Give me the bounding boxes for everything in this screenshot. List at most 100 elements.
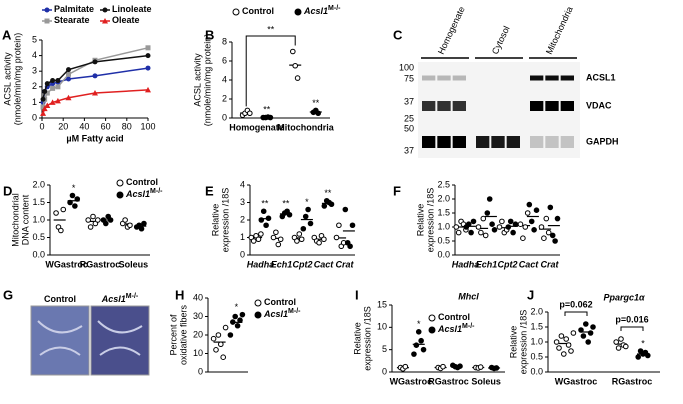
data-point: [237, 317, 243, 324]
data-point: [453, 224, 460, 230]
x-tick-label: Cpt2: [293, 259, 313, 269]
marker: [44, 90, 50, 96]
y-tick-label: 0.0: [530, 366, 543, 376]
data-point: [493, 365, 500, 371]
y-tick-label: 6: [222, 55, 227, 65]
data-point: [222, 324, 229, 331]
series-name-sup: M-/-: [288, 308, 301, 315]
marker-label: 50: [404, 123, 414, 133]
panel-letter: B: [205, 27, 214, 42]
x-tick-label: RGastroc: [428, 376, 469, 386]
data-point: [590, 324, 596, 330]
data-point: [496, 224, 503, 230]
data-point: [475, 224, 482, 230]
data-point: [543, 215, 550, 222]
y-tick-label: 4: [222, 74, 227, 84]
data-point: [570, 330, 577, 336]
x-tick-label: Hadha: [247, 259, 275, 269]
lane-label: Cytosol: [490, 24, 512, 55]
marker: [54, 97, 61, 104]
data-point: [275, 241, 282, 248]
data-point: [482, 232, 489, 239]
y-axis-label: ACSL activity: [2, 52, 12, 106]
marker: [92, 90, 98, 96]
x-tick-label: 60: [101, 121, 111, 131]
y-tick-label: 2.0: [530, 306, 543, 316]
legend-marker: [428, 314, 436, 322]
data-point: [565, 342, 572, 348]
series-name-text: Acsl1: [125, 189, 150, 199]
legend-marker: [116, 179, 124, 187]
y-axis-label: oxidative fibers: [178, 304, 188, 365]
x-tick-label: Crat: [335, 259, 354, 269]
marker-label: 100: [399, 62, 414, 72]
y-tick-label: 8: [222, 36, 227, 46]
y-tick-label: 10: [193, 348, 203, 358]
y-axis-label: expression /18S: [220, 188, 230, 253]
data-point: [440, 363, 446, 370]
data-point: [402, 363, 409, 370]
band: [452, 75, 466, 81]
data-point: [138, 225, 145, 232]
data-point: [294, 75, 301, 81]
marker: [50, 78, 56, 84]
y-tick-label: 2: [32, 81, 37, 91]
series-name-text: Control: [242, 6, 274, 16]
marker: [145, 65, 151, 71]
y-tick-label: 4: [32, 50, 37, 60]
data-point: [72, 203, 78, 209]
series-name-sup: M-/-: [462, 323, 475, 330]
data-point: [533, 207, 540, 213]
data-point: [522, 224, 529, 230]
band: [422, 136, 436, 148]
band: [530, 101, 544, 111]
y-tick-label: 20: [193, 329, 203, 339]
marker: [92, 59, 98, 65]
data-point: [478, 229, 484, 236]
panel-letter: J: [527, 287, 534, 302]
data-point: [218, 341, 224, 348]
marker: [145, 86, 151, 93]
data-point: [74, 196, 81, 202]
data-point: [420, 346, 427, 353]
data-point: [255, 236, 262, 243]
y-tick-label: 1: [240, 232, 245, 242]
data-point: [507, 218, 514, 225]
data-point: [587, 330, 594, 336]
series-name-sup: M-/-: [150, 188, 163, 195]
y-tick-label: 1: [32, 97, 37, 107]
y-tick-label: 0.5: [437, 235, 450, 245]
data-point: [526, 201, 533, 208]
y-tick-label: 1.0: [530, 336, 543, 346]
y-axis-label: expression /18S: [362, 306, 372, 371]
data-point: [349, 222, 356, 229]
lane-label: Mitochondria: [544, 5, 575, 56]
band: [452, 101, 466, 111]
y-tick-label: 2.0: [437, 193, 450, 203]
y-tick-label: 0: [382, 366, 387, 376]
legend-marker: [254, 311, 262, 319]
y-tick-label: 4: [240, 179, 245, 189]
data-point: [85, 217, 91, 223]
data-point: [267, 114, 274, 121]
marker: [55, 78, 61, 84]
data-point: [342, 206, 349, 213]
band-label: GAPDH: [586, 136, 619, 146]
data-point: [457, 363, 463, 369]
y-tick-label: 0: [32, 112, 37, 122]
data-point: [585, 339, 592, 345]
significance: **: [261, 199, 269, 209]
data-point: [141, 220, 147, 227]
band: [476, 136, 490, 148]
series-name: Acsl1M-/-: [303, 5, 341, 16]
series-name-text: Control: [126, 177, 158, 187]
y-axis-label: Relative: [415, 204, 425, 237]
y-tick-label: 1.5: [437, 207, 450, 217]
data-point: [568, 348, 574, 354]
panel-letter: F: [393, 183, 401, 198]
band: [422, 75, 436, 81]
data-point: [258, 231, 264, 237]
series-name: Acsl1M-/-: [437, 323, 475, 334]
x-tick-label: RGastroc: [612, 376, 653, 386]
series-name: Control: [44, 294, 76, 304]
